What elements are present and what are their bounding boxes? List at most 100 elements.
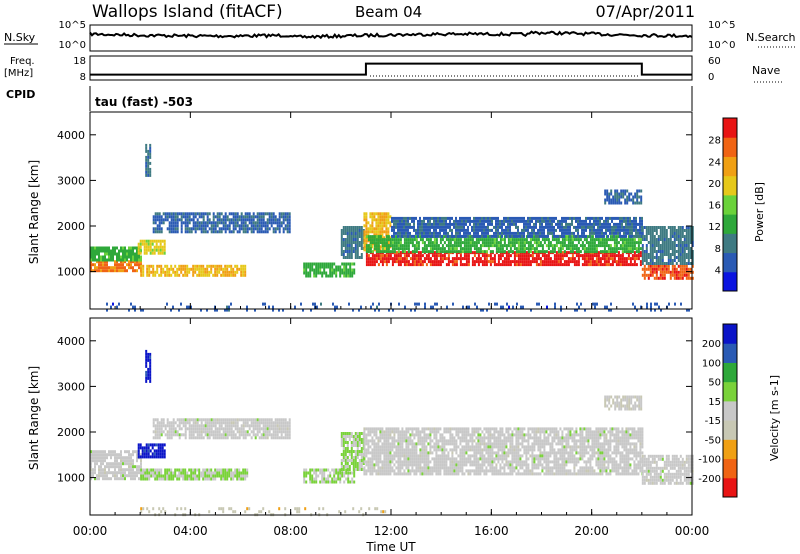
data-cell <box>145 352 148 356</box>
data-cell <box>377 250 380 254</box>
data-cell <box>571 219 573 223</box>
data-cell <box>553 225 555 229</box>
data-cell <box>136 246 138 250</box>
data-cell <box>626 195 629 199</box>
data-cell <box>517 216 519 220</box>
data-cell <box>539 225 541 229</box>
data-cell <box>663 250 666 253</box>
data-cell <box>218 471 221 475</box>
data-cell <box>581 263 584 267</box>
data-cell <box>114 471 116 475</box>
data-cell <box>180 224 183 228</box>
data-cell <box>218 212 221 216</box>
data-cell <box>533 250 536 254</box>
data-cell <box>468 305 470 309</box>
data-cell <box>228 471 231 475</box>
data-cell <box>560 308 562 312</box>
data-cell <box>216 221 219 225</box>
data-cell <box>501 254 504 258</box>
data-cell <box>176 270 179 274</box>
data-cell <box>415 216 417 220</box>
data-cell <box>397 228 399 232</box>
data-cell <box>541 225 543 229</box>
data-cell <box>604 305 606 309</box>
data-cell <box>373 263 376 267</box>
data-cell <box>114 249 116 253</box>
data-cell <box>583 219 585 223</box>
data-cell <box>507 222 509 226</box>
data-cell <box>651 235 654 238</box>
data-cell <box>163 449 166 453</box>
data-cell <box>543 234 545 238</box>
data-cell <box>553 238 556 242</box>
data-cell <box>156 230 159 234</box>
feature-region <box>340 226 365 259</box>
data-cell <box>252 227 255 231</box>
data-cell <box>232 477 235 481</box>
data-cell <box>599 263 602 267</box>
data-cell <box>499 225 501 229</box>
data-cell <box>358 450 361 453</box>
data-cell <box>350 456 353 459</box>
data-cell <box>439 241 442 245</box>
data-cell <box>481 241 484 245</box>
data-cell <box>681 241 684 244</box>
data-cell <box>106 260 108 264</box>
data-cell <box>587 244 590 248</box>
data-cell <box>441 260 444 264</box>
data-cell <box>447 260 450 264</box>
data-cell <box>341 262 344 266</box>
data-cell <box>565 231 567 235</box>
data-cell <box>216 224 219 228</box>
data-cell <box>405 254 408 258</box>
data-cell <box>128 459 130 463</box>
data-cell <box>234 418 237 422</box>
data-cell <box>633 247 636 251</box>
data-cell <box>685 264 688 268</box>
data-cell <box>415 241 418 245</box>
data-cell <box>90 471 92 475</box>
data-cell <box>584 308 586 312</box>
data-cell <box>475 219 477 223</box>
data-cell <box>597 263 600 267</box>
data-cell <box>677 229 680 232</box>
data-cell <box>555 254 558 258</box>
data-cell <box>515 241 518 245</box>
data-cell <box>483 228 485 232</box>
data-cell <box>535 254 538 258</box>
data-cell <box>100 255 102 259</box>
data-cell <box>152 270 155 274</box>
data-cell <box>240 264 243 268</box>
data-cell <box>383 244 386 248</box>
data-cell <box>531 216 533 220</box>
data-cell <box>198 227 201 231</box>
data-cell <box>228 468 231 472</box>
data-cell <box>505 219 507 223</box>
data-cell <box>153 443 156 447</box>
data-cell <box>132 462 134 466</box>
data-cell <box>575 219 577 223</box>
data-cell <box>94 266 96 270</box>
data-cell <box>529 241 532 245</box>
data-cell <box>481 263 484 267</box>
data-cell <box>657 244 660 247</box>
data-cell <box>391 225 393 229</box>
data-cell <box>405 234 407 238</box>
data-cell <box>236 212 239 216</box>
data-cell <box>413 225 415 229</box>
data-cell <box>158 477 161 481</box>
data-cell <box>344 241 347 244</box>
data-cell <box>236 427 239 431</box>
data-cell <box>102 258 104 262</box>
data-cell <box>286 215 289 219</box>
data-cell <box>170 474 173 478</box>
data-cell <box>385 212 388 216</box>
data-cell <box>607 222 609 226</box>
feature-region <box>90 260 142 273</box>
data-cell <box>354 465 357 468</box>
data-cell <box>507 260 510 264</box>
data-cell <box>659 270 662 274</box>
data-cell <box>132 474 134 478</box>
data-cell <box>587 241 590 245</box>
data-cell <box>465 257 468 261</box>
